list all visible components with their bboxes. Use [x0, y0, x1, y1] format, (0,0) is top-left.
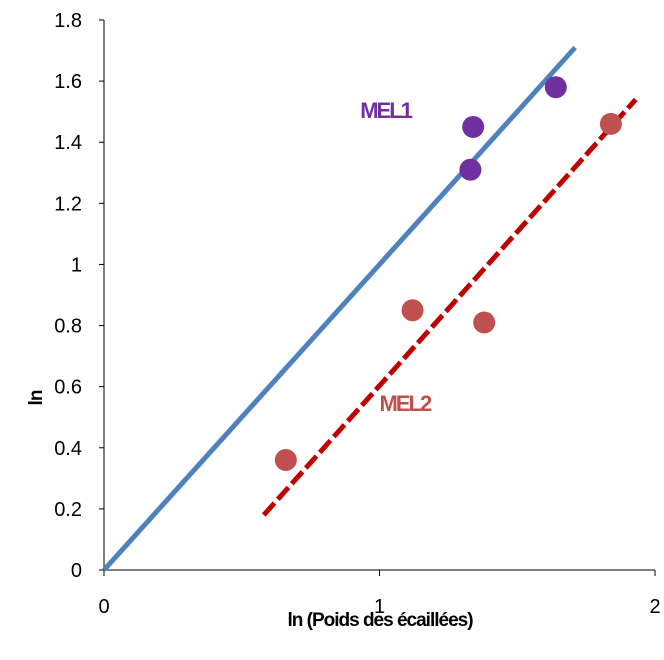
point-mel2 — [599, 112, 622, 135]
point-mel2 — [473, 311, 496, 334]
x-axis-title: ln (Poids des écaillées) — [287, 610, 473, 631]
point-mel1 — [462, 115, 485, 138]
y-tick-label: 1.2 — [54, 193, 82, 215]
y-tick-label: 0.8 — [54, 316, 82, 338]
data-points — [274, 76, 622, 471]
y-tick-label: 0.4 — [54, 438, 82, 460]
y-tick-label: 0 — [71, 560, 82, 582]
point-mel2 — [401, 299, 424, 322]
x-tick-label: 0 — [98, 596, 109, 618]
x-tick-label: 1 — [374, 596, 385, 618]
series-label-mel1: MEL1 — [360, 98, 412, 123]
y-tick-label: 1.8 — [54, 10, 82, 32]
y-tick-label: 1.4 — [54, 132, 82, 154]
y-tick-label: 1.6 — [54, 71, 82, 93]
point-mel1 — [459, 158, 482, 181]
y-axis-title: ln — [26, 390, 47, 405]
point-mel1 — [544, 76, 567, 99]
y-tick-label: 0.2 — [54, 499, 82, 521]
fit-lines — [102, 45, 638, 572]
y-tick-label: 1 — [71, 254, 82, 276]
x-tick-label: 2 — [649, 596, 660, 618]
y-tick-label: 0.6 — [54, 377, 82, 399]
fit-line-mel1 — [102, 45, 577, 572]
point-mel2 — [274, 449, 297, 471]
axes — [99, 19, 656, 576]
series-labels: MEL1 MEL2 — [360, 98, 434, 416]
tick-labels: 0 0.2 0.4 0.6 0.8 1 1.2 1.4 1.6 1.8 0 1 2 — [54, 10, 660, 618]
fit-line-mel2 — [261, 97, 638, 517]
series-label-mel2: MEL2 — [380, 391, 432, 416]
